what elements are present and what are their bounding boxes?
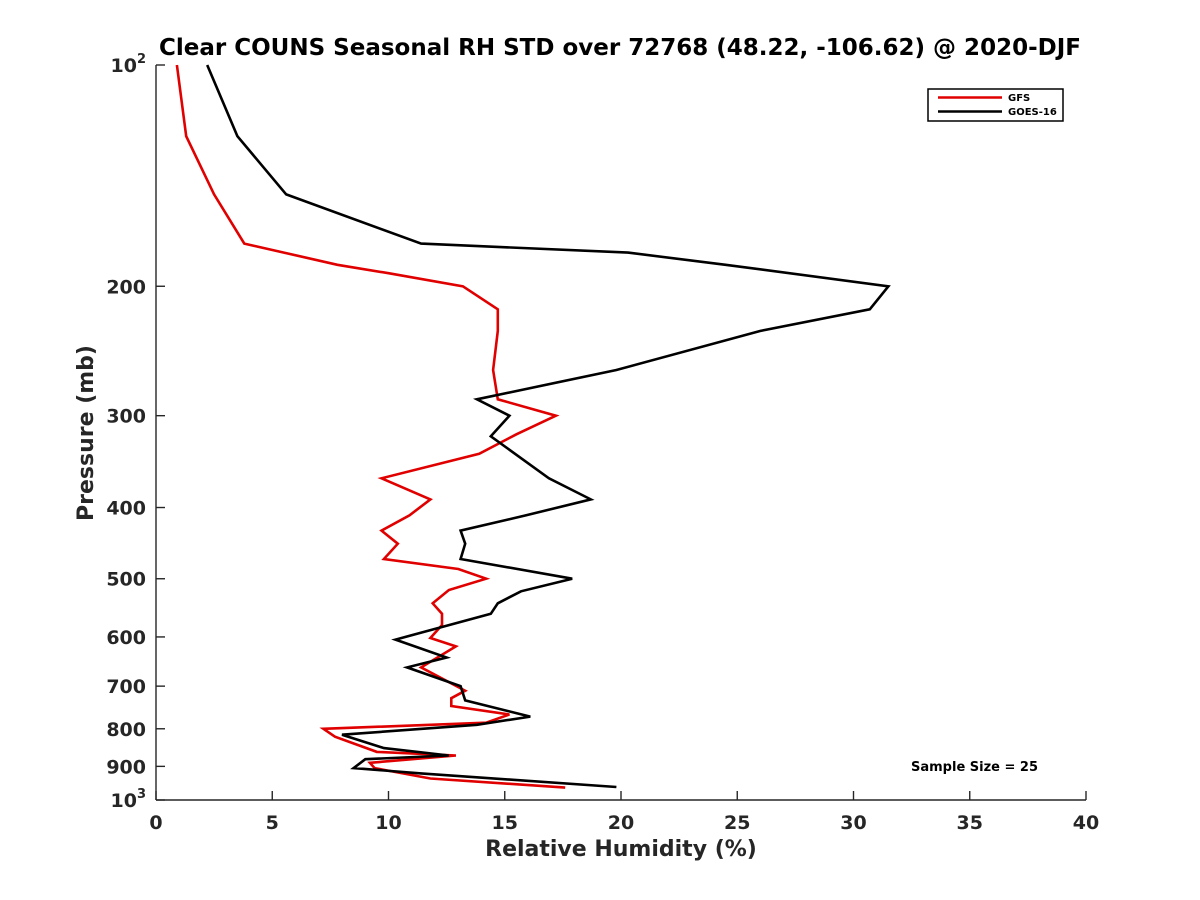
y-tick-label-base: 10 <box>111 790 137 812</box>
y-tick-label: 500 <box>106 569 146 591</box>
series-line-gfs <box>175 64 566 789</box>
x-tick-label: 15 <box>492 812 518 834</box>
y-tick-label-exponent: 3 <box>137 787 146 802</box>
y-tick-label-base: 10 <box>111 55 137 77</box>
legend: GFS GOES-16 <box>927 88 1064 122</box>
y-tick-label: 600 <box>106 627 146 649</box>
y-tick-label: 700 <box>106 676 146 698</box>
y-tick-label-exponent: 2 <box>137 52 146 67</box>
y-tick-label: 103 <box>111 787 147 812</box>
y-tick-label: 102 <box>111 52 147 77</box>
sample-size-annotation: Sample Size = 25 <box>911 760 1038 775</box>
x-tick-label: 25 <box>724 812 750 834</box>
x-tick-label: 10 <box>375 812 401 834</box>
y-tick-label: 400 <box>106 498 146 520</box>
x-tick-label: 20 <box>608 812 634 834</box>
x-tick-label: 0 <box>149 812 162 834</box>
series-layer <box>175 64 891 789</box>
y-axis-title: Pressure (mb) <box>74 345 99 521</box>
y-tick-label: 300 <box>106 406 146 428</box>
y-tick-label: 200 <box>106 276 146 298</box>
legend-label-gfs: GFS <box>1008 93 1030 104</box>
y-tick-label: 900 <box>106 756 146 778</box>
y-tick-label: 800 <box>106 719 146 741</box>
x-tick-label: 40 <box>1073 812 1099 834</box>
series-line-goes16 <box>206 64 891 789</box>
chart-title: Clear COUNS Seasonal RH STD over 72768 (… <box>159 35 1081 61</box>
x-tick-label: 35 <box>957 812 983 834</box>
legend-label-goes16: GOES-16 <box>1008 107 1057 118</box>
x-ticks: 0 5 10 15 20 25 30 35 40 <box>149 791 1099 834</box>
x-tick-label: 30 <box>840 812 866 834</box>
x-tick-label: 5 <box>266 812 279 834</box>
legend-box <box>927 88 1064 122</box>
x-axis-title: Relative Humidity (%) <box>485 837 757 862</box>
axes <box>155 65 1086 801</box>
